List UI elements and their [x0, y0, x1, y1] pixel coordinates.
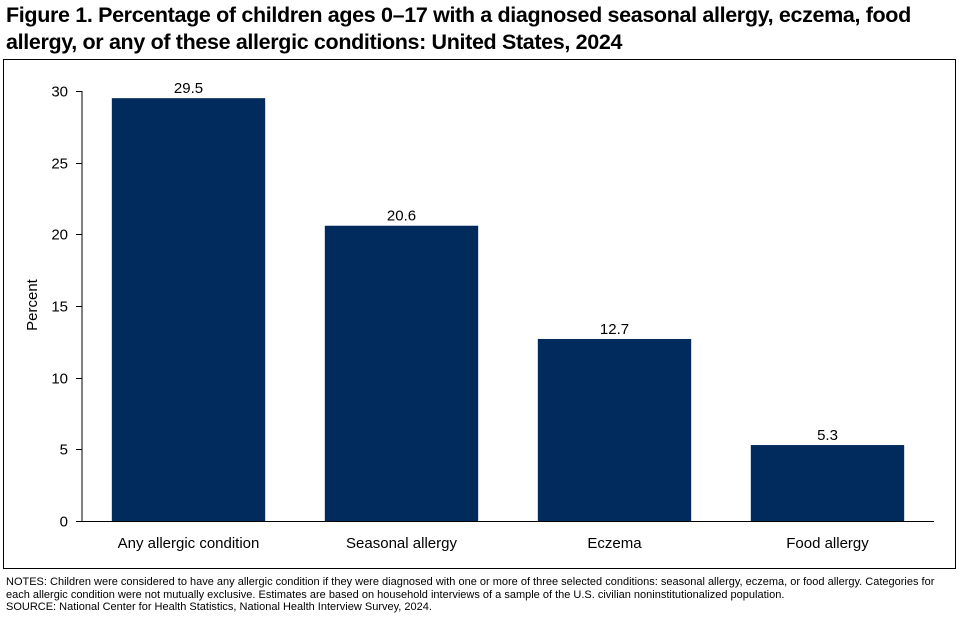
- source-text: SOURCE: National Center for Health Stati…: [6, 601, 432, 614]
- footnotes: NOTES: Children were considered to have …: [6, 576, 954, 614]
- x-tick-label: Eczema: [587, 535, 642, 552]
- y-tick-label: 25: [51, 156, 68, 173]
- data-label: 5.3: [817, 427, 838, 444]
- data-label: 20.6: [387, 208, 416, 225]
- y-tick-label: 0: [60, 514, 68, 531]
- data-label: 29.5: [174, 80, 203, 97]
- x-tick-label: Any allergic condition: [118, 535, 260, 552]
- bar-chart: Percent 0 5 10 15 20 25 30 29.5 Any allergic con…: [24, 80, 934, 552]
- y-tick-label: 10: [51, 371, 68, 388]
- bar: [111, 98, 266, 522]
- x-tick-label: Food allergy: [786, 535, 869, 552]
- bar: [324, 225, 479, 521]
- figure-title: Figure 1. Percentage of children ages 0–…: [6, 3, 911, 54]
- y-axis-title: Percent: [24, 278, 41, 331]
- data-label: 12.7: [600, 321, 629, 338]
- plot-area: 0 5 10 15 20 25 30 29.5 Any allergic condition 20…: [51, 80, 934, 552]
- y-tick-label: 30: [51, 84, 68, 101]
- bar: [750, 445, 905, 521]
- bar: [537, 338, 692, 521]
- y-tick-label: 5: [60, 442, 68, 459]
- chart-frame: [3, 59, 956, 569]
- notes-text: NOTES: Children were considered to have …: [6, 576, 935, 601]
- x-tick-label: Seasonal allergy: [346, 535, 457, 552]
- y-tick-label: 20: [51, 227, 68, 244]
- y-tick-label: 15: [51, 299, 68, 316]
